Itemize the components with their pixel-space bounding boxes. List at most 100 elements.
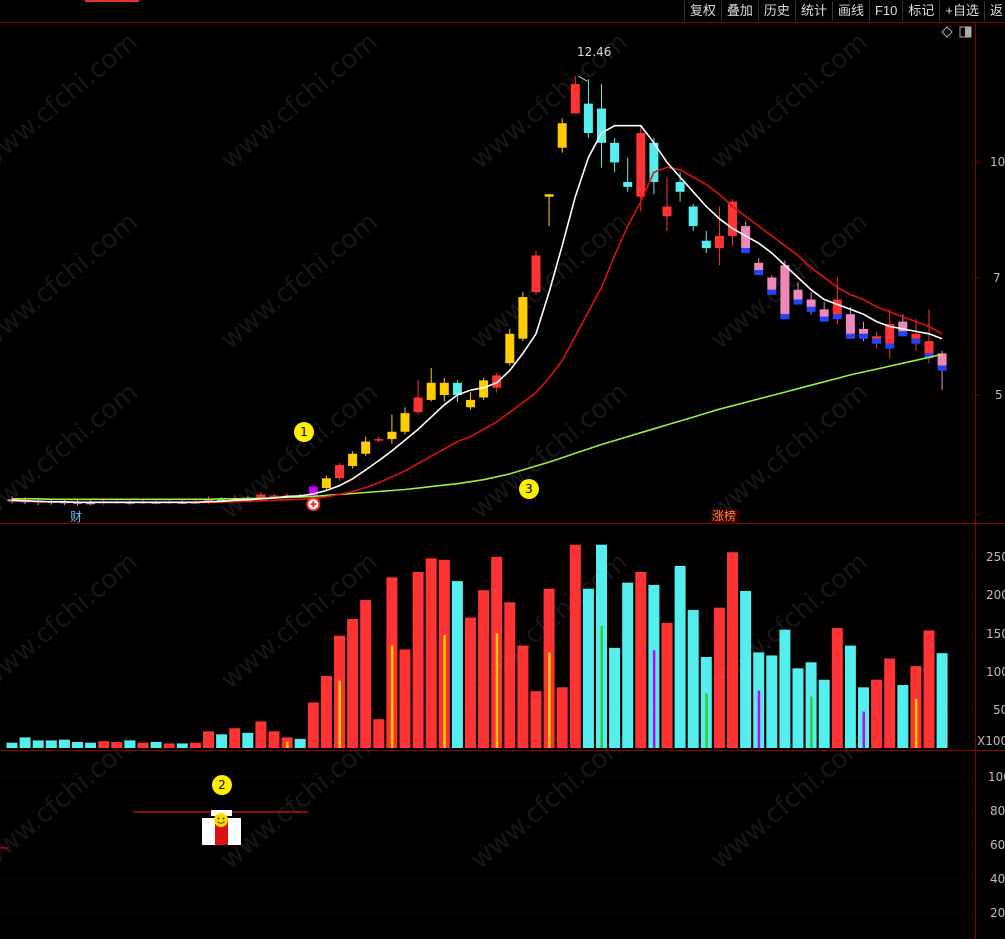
watermark-text: www.cfchi.com	[215, 207, 384, 355]
candle-blue-tail	[911, 338, 921, 344]
marker-2-label: 2	[218, 778, 226, 792]
candle-body	[492, 375, 502, 388]
finance-tag[interactable]: 财	[70, 510, 82, 524]
f10-button[interactable]: F10	[868, 1, 902, 21]
candle-body	[819, 309, 829, 317]
marker-3-badge	[519, 479, 539, 499]
candle	[387, 414, 397, 444]
draw-line-button[interactable]: 画线	[831, 1, 869, 21]
indicator-axis-40: 40	[990, 872, 1005, 886]
watermark-text: www.cfchi.com	[0, 377, 144, 525]
smiley-eye-left	[217, 817, 220, 820]
candle-body	[688, 206, 698, 227]
volume-inner-bar	[600, 626, 603, 748]
volume-bar	[779, 629, 791, 748]
candle-blue-tail	[819, 316, 829, 322]
volume-bar	[6, 742, 18, 748]
candle-body	[400, 413, 410, 432]
statistics-button[interactable]: 统计	[794, 1, 832, 21]
candle-blue-tail	[885, 343, 895, 349]
history-button[interactable]: 历史	[757, 1, 795, 21]
candle	[832, 277, 842, 325]
back-button[interactable]: 返	[983, 1, 1005, 21]
watermark-text: www.cfchi.com	[705, 377, 874, 525]
marker-1-label: 1	[300, 425, 308, 439]
add-watchlist-button[interactable]: +自选	[939, 1, 984, 21]
candle-body	[701, 240, 711, 249]
candle-body	[806, 299, 816, 307]
rank-tag[interactable]: 涨榜	[712, 508, 736, 523]
candle-body	[348, 453, 358, 467]
price-axis-label-7: 7	[993, 271, 1001, 285]
volume-bar	[360, 600, 372, 748]
volume-bar	[320, 675, 332, 748]
candle-blue-tail	[924, 353, 934, 359]
volume-bar	[740, 590, 752, 748]
candle-body	[361, 441, 371, 454]
restore-rights-button[interactable]: 复权	[683, 1, 721, 21]
high-price-label: 12.46	[577, 45, 611, 59]
diamond-icon[interactable]	[941, 26, 953, 38]
watermark-text: www.cfchi.com	[215, 547, 384, 695]
watermark-text: www.cfchi.com	[465, 377, 634, 525]
mark-button[interactable]: 标记	[902, 1, 939, 21]
candle-blue-tail	[741, 248, 751, 254]
toolbar-buttons: 复权 叠加 历史 统计 画线 F10 标记 +自选 返	[683, 1, 1005, 21]
volume-bar	[255, 721, 267, 748]
candle	[649, 137, 659, 195]
volume-bar	[582, 588, 594, 748]
volume-bar	[294, 738, 306, 748]
candle-body	[466, 399, 475, 408]
candle	[793, 282, 803, 305]
volume-inner-bar	[495, 633, 499, 748]
volume-inner-bar	[548, 652, 551, 748]
candle-body	[649, 142, 659, 183]
panel-layout-icon[interactable]	[959, 26, 972, 38]
watermark-text: www.cfchi.com	[705, 727, 874, 875]
candle-body	[583, 103, 593, 134]
candle-body	[662, 206, 672, 217]
candle	[754, 257, 764, 276]
candle	[321, 475, 331, 490]
price-axis-label-5: 5	[995, 388, 1003, 402]
volume-bar	[242, 732, 254, 748]
volume-bar	[478, 590, 490, 748]
annotations: 12.46 10 7 5 1 3 财 涨榜 250 200 150 100 50…	[68, 26, 1005, 920]
volume-inner-bar	[914, 698, 918, 748]
candle-body	[426, 382, 436, 400]
candle-body	[793, 289, 803, 300]
candle-body	[439, 382, 449, 396]
volume-axis-200: 200	[986, 588, 1005, 602]
candle-body	[728, 201, 737, 236]
candle-body	[780, 265, 790, 315]
volume-bar	[229, 728, 241, 748]
volume-bar	[347, 619, 359, 748]
volume-inner-bar	[705, 693, 708, 748]
candle	[400, 407, 410, 435]
volume-bar	[45, 740, 57, 748]
candle	[924, 309, 934, 364]
volume-bar	[766, 655, 778, 748]
volume-bar	[831, 628, 843, 748]
candle	[845, 306, 855, 339]
volume-inner-bar	[443, 635, 446, 748]
candle-body	[413, 397, 423, 413]
candle-body	[741, 226, 751, 249]
volume-inner-bar	[757, 690, 761, 748]
volume-bar	[936, 653, 948, 748]
candle	[413, 380, 423, 415]
overlay-button[interactable]: 叠加	[720, 1, 758, 21]
candle-body	[452, 382, 462, 396]
candle	[780, 260, 790, 320]
candle-blue-tail	[845, 333, 855, 339]
volume-bar	[465, 617, 476, 748]
candle	[688, 204, 698, 231]
candle-body	[937, 353, 947, 366]
candle	[859, 321, 868, 342]
indicator-axis-60: 60	[990, 838, 1005, 852]
volume-bar	[844, 645, 856, 748]
volume-bar	[98, 741, 110, 748]
volume-bar	[399, 649, 411, 748]
chart-toolbar: 复权 叠加 历史 统计 画线 F10 标记 +自选 返	[0, 0, 1005, 22]
